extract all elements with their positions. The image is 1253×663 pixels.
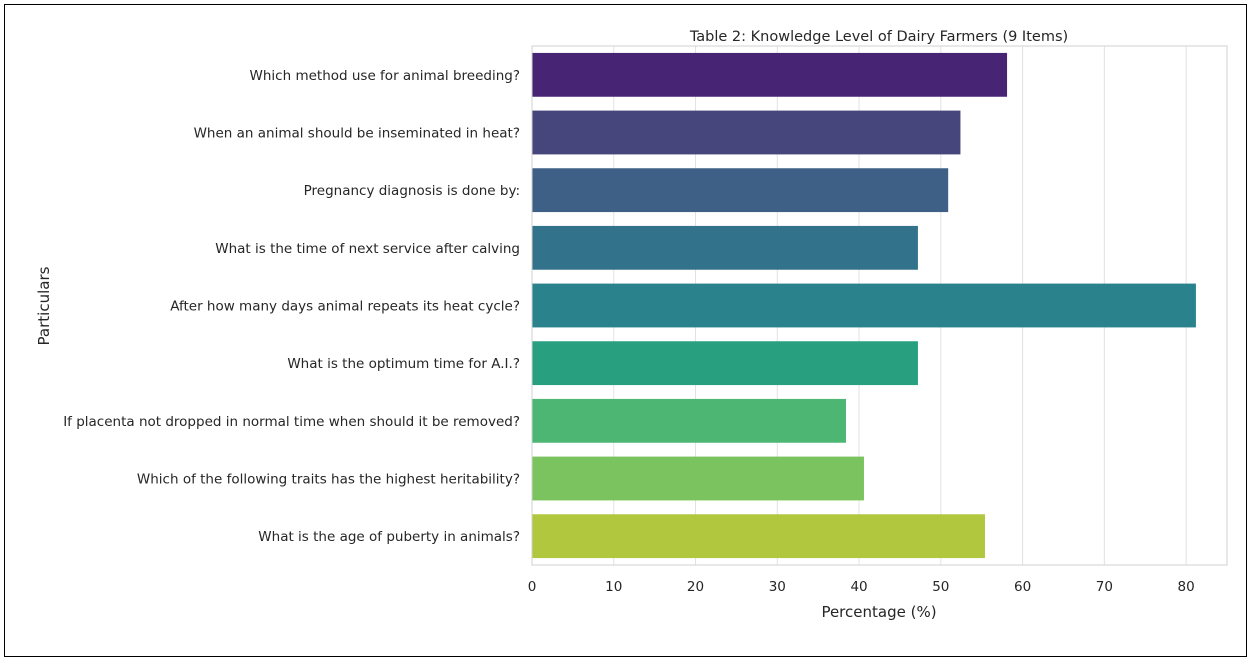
bar (532, 456, 864, 501)
x-tick-label: 50 (932, 579, 949, 595)
bars (532, 52, 1196, 559)
x-tick-label: 80 (1178, 579, 1195, 595)
category-label: What is the optimum time for A.I.? (287, 356, 520, 372)
bar (532, 52, 1008, 97)
x-tick-labels: 0 10 20 30 40 50 60 70 80 (528, 579, 1195, 595)
category-label: If placenta not dropped in normal time w… (63, 414, 520, 430)
chart-title: Table 2: Knowledge Level of Dairy Farmer… (689, 29, 1068, 45)
category-label: After how many days animal repeats its h… (170, 299, 520, 315)
category-label: Which of the following traits has the hi… (137, 472, 520, 488)
x-axis-label: Percentage (%) (821, 603, 936, 621)
x-tick-label: 60 (1014, 579, 1031, 595)
x-tick-label: 70 (1096, 579, 1113, 595)
x-tick-label: 30 (769, 579, 786, 595)
category-label: Which method use for animal breeding? (250, 68, 520, 84)
category-label: What is the time of next service after c… (215, 241, 520, 257)
category-label: What is the age of puberty in animals? (258, 529, 520, 545)
x-tick-label: 0 (528, 579, 537, 595)
category-label: Pregnancy diagnosis is done by: (304, 183, 520, 199)
bar (532, 283, 1196, 328)
y-axis-label: Particulars (35, 266, 53, 345)
bar (532, 225, 918, 270)
bar (532, 398, 846, 443)
x-tick-label: 40 (850, 579, 867, 595)
bar (532, 168, 949, 213)
x-tick-label: 20 (687, 579, 704, 595)
x-tick-label: 10 (605, 579, 622, 595)
plot-border (531, 45, 1228, 566)
category-label: When an animal should be inseminated in … (194, 126, 520, 142)
bar (532, 514, 985, 559)
bar (532, 341, 918, 386)
bar (532, 110, 961, 155)
category-labels: Which method use for animal breeding? Whe… (63, 68, 520, 545)
